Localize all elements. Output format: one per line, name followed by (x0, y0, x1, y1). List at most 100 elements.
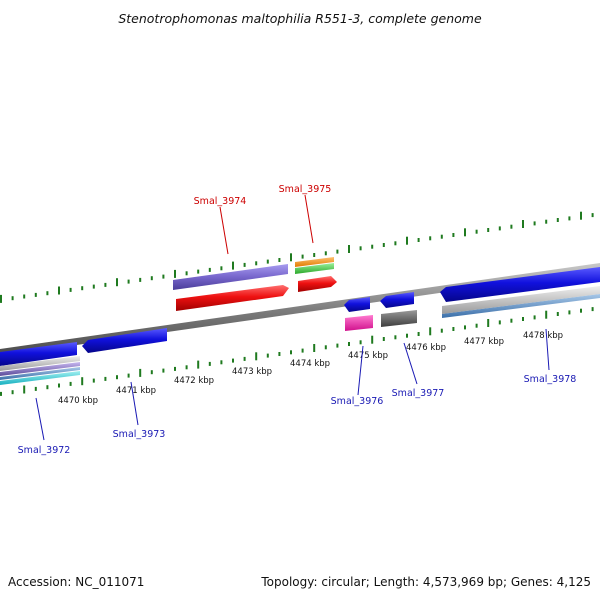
scale-tick-mark (0, 294, 2, 303)
scale-tick-mark (104, 282, 107, 287)
scale-tick-mark (46, 385, 49, 390)
scale-tick-mark (11, 296, 14, 301)
scale-tick-mark (580, 211, 582, 220)
gene-smal-3978-feature-b[interactable] (442, 294, 600, 318)
kbp-label: 4474 kbp (290, 359, 330, 369)
cds-smal-3977-feature[interactable] (380, 292, 414, 308)
scale-tick-mark (556, 312, 559, 316)
scale-tick-mark (197, 360, 200, 369)
leader-line-smal-3975 (304, 194, 314, 244)
scale-tick-mark (69, 381, 72, 386)
scale-tick-mark (208, 361, 211, 366)
scale-tick-mark (522, 317, 524, 321)
gene-smal-3972-feature-d[interactable] (0, 371, 80, 385)
gene-smal-3975-feature-b[interactable] (295, 263, 334, 274)
reverse-features (0, 267, 600, 385)
scale-tick-mark (533, 315, 536, 320)
gene-label-smal-3977[interactable]: Smal_3977 (392, 388, 445, 399)
gene-smal-3978-feature[interactable] (442, 286, 600, 314)
scale-tick-mark (336, 249, 339, 254)
scale-tick-mark (0, 391, 2, 396)
scale-tick-mark (150, 276, 153, 281)
kbp-label: 4471 kbp (116, 386, 156, 396)
scale-tick-mark (464, 325, 466, 330)
reverse-tick-track (0, 307, 594, 396)
gene-smal-3974-feature[interactable] (173, 264, 288, 290)
scale-tick-mark (266, 259, 269, 264)
cds-smal-3975-feature[interactable] (298, 276, 337, 292)
cds-smal-3976-feature[interactable] (344, 297, 370, 312)
scale-tick-mark (243, 262, 246, 267)
scale-tick-mark (185, 365, 188, 370)
scale-tick-mark (556, 218, 559, 222)
map-title: Stenotrophomonas maltophilia R551-3, com… (118, 11, 482, 26)
scale-tick-mark (591, 307, 594, 312)
scale-tick-mark (23, 385, 26, 394)
scale-tick-mark (139, 368, 142, 377)
gene-smal-3975-feature[interactable] (295, 257, 334, 267)
gene-label-smal-3973[interactable]: Smal_3973 (113, 429, 166, 440)
scale-tick-mark (568, 310, 571, 315)
gene-label-smal-3974[interactable]: Smal_3974 (194, 196, 247, 207)
scale-tick-mark (359, 340, 362, 345)
scale-tick-mark (545, 310, 548, 319)
scale-tick-mark (487, 228, 490, 232)
gene-label-smal-3972[interactable]: Smal_3972 (18, 445, 71, 456)
scale-tick-mark (220, 266, 223, 271)
gene-smal-3972-feature-c[interactable] (0, 367, 80, 380)
gene-labels: Smal_3974 Smal_3975 Smal_3972 Smal_3973 … (18, 184, 577, 456)
scale-tick-mark (498, 226, 501, 231)
scale-tick-mark (348, 245, 350, 253)
scale-tick-mark (278, 258, 281, 262)
scale-tick-mark (371, 335, 374, 344)
scale-tick-mark (475, 323, 478, 328)
kbp-label: 4470 kbp (58, 396, 98, 406)
gene-label-smal-3976[interactable]: Smal_3976 (331, 396, 384, 407)
scale-tick-mark (533, 221, 536, 226)
scale-tick-mark (174, 269, 176, 278)
gene-smal-3972-feature-b[interactable] (0, 362, 80, 376)
scale-tick-mark (324, 251, 327, 256)
scale-tick-mark (232, 358, 234, 363)
scale-tick-mark (371, 244, 374, 249)
scale-tick-mark (464, 228, 466, 237)
scale-tick-mark (174, 366, 176, 371)
gene-label-smal-3975[interactable]: Smal_3975 (279, 184, 332, 195)
gene-smal-3976-feature[interactable] (345, 315, 373, 331)
cds-smal-3973-feature[interactable] (82, 328, 167, 353)
gene-smal-3977-feature[interactable] (381, 310, 417, 327)
scale-tick-mark (150, 370, 153, 375)
scale-tick-mark (92, 284, 95, 289)
cds-smal-3978-feature[interactable] (440, 267, 600, 302)
kbp-label: 4476 kbp (406, 343, 446, 353)
gene-smal-3972-feature[interactable] (0, 356, 80, 371)
leader-line-smal-3973 (130, 381, 139, 426)
scale-tick-mark (348, 342, 350, 346)
scale-tick-mark (232, 261, 234, 270)
forward-tick-track (0, 211, 594, 303)
scale-tick-mark (34, 386, 37, 391)
scale-tick-mark (406, 236, 408, 245)
cds-smal-3974-feature[interactable] (176, 285, 289, 311)
scale-tick-mark (197, 269, 200, 274)
scale-tick-mark (139, 277, 142, 282)
kbp-label: 4478 kbp (523, 331, 563, 341)
scale-tick-mark (208, 267, 211, 272)
scale-tick-mark (313, 344, 316, 352)
scale-tick-mark (92, 378, 95, 383)
scale-tick-mark (475, 229, 478, 234)
forward-features (173, 257, 337, 311)
scale-tick-mark (162, 368, 165, 373)
scale-tick-mark (116, 375, 118, 380)
cds-smal-3972-feature[interactable] (0, 342, 77, 366)
scale-tick-mark (324, 345, 327, 350)
scale-tick-mark (127, 373, 130, 378)
scale-tick-mark (440, 234, 443, 239)
scale-tick-mark (69, 287, 72, 292)
scale-tick-mark (429, 327, 432, 336)
leader-line-smal-3974 (219, 206, 229, 255)
gene-label-smal-3978[interactable]: Smal_3978 (524, 374, 577, 385)
leader-line-smal-3977 (403, 342, 418, 385)
kbp-label: 4473 kbp (232, 367, 272, 377)
